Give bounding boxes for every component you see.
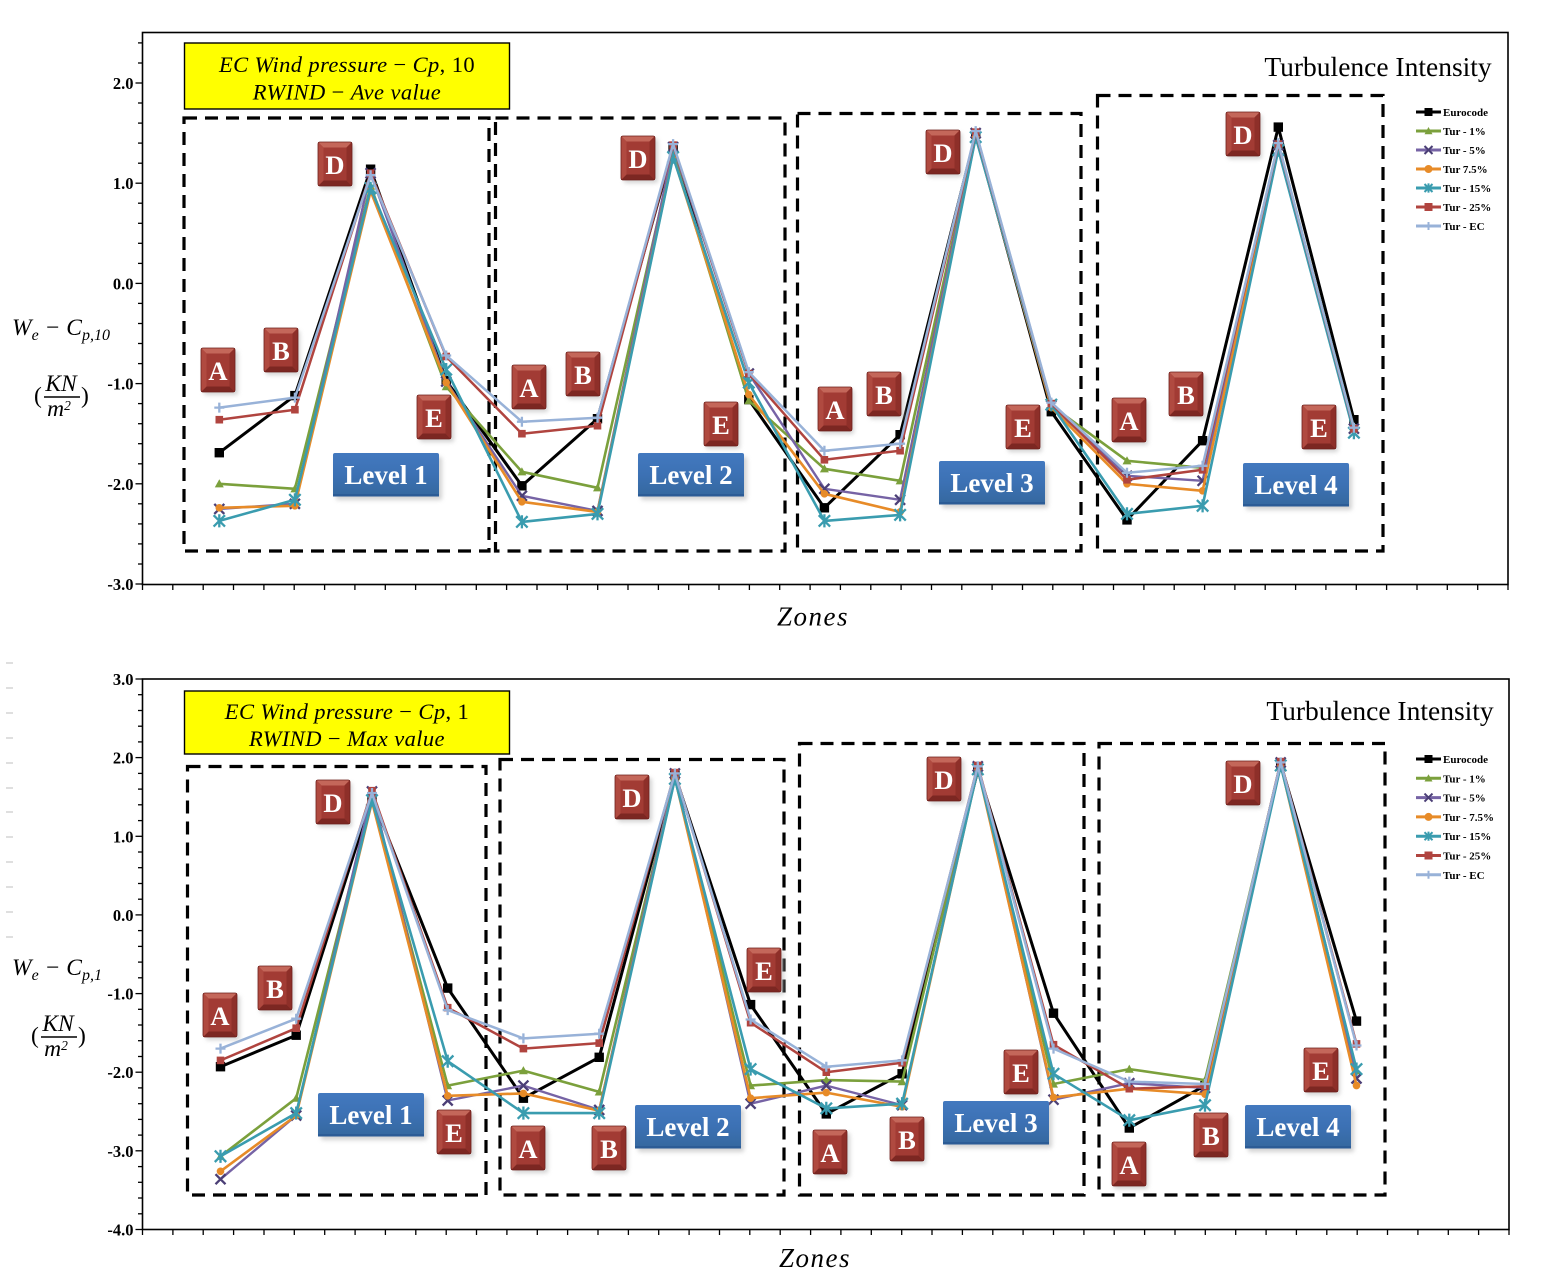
svg-text:KN: KN [41,1011,75,1037]
svg-text:-1.0: -1.0 [107,985,133,1004]
svg-text:E: E [712,410,730,440]
svg-text:E: E [425,403,443,433]
svg-text:-2.0: -2.0 [107,475,133,494]
svg-text:Turbulence Intensity: Turbulence Intensity [1264,51,1492,82]
svg-text:Level 4: Level 4 [1254,470,1337,500]
svg-text:(: ( [34,383,42,409]
svg-text:Tur - 1%: Tur - 1% [1443,773,1486,785]
svg-text:B: B [600,1134,618,1164]
svg-text:A: A [820,1138,839,1168]
svg-text:Level 4: Level 4 [1256,1112,1339,1142]
svg-text:Tur - EC: Tur - EC [1443,870,1485,882]
svg-text:D: D [933,138,952,168]
svg-text:D: D [622,783,641,813]
svg-text:B: B [875,380,893,410]
svg-text:A: A [825,395,844,425]
svg-text:A: A [518,1134,537,1164]
svg-text:D: D [323,788,342,818]
svg-text:B: B [898,1125,916,1155]
svg-text:RWIND − Ave value: RWIND − Ave value [252,80,441,105]
svg-text:Tur - 25%: Tur - 25% [1443,202,1491,214]
svg-text:Level 3: Level 3 [950,468,1033,498]
svg-text:-2.0: -2.0 [107,1063,133,1082]
svg-text:Level 1: Level 1 [344,460,427,490]
svg-text:-4.0: -4.0 [107,1221,133,1240]
svg-text:Eurocode: Eurocode [1443,107,1488,119]
svg-text:Level 3: Level 3 [954,1108,1037,1138]
svg-text:Tur - 15%: Tur - 15% [1443,831,1491,843]
svg-text:A: A [210,1001,229,1031]
svg-text:A: A [208,356,227,386]
svg-text:Level 2: Level 2 [649,460,732,490]
svg-text:1.0: 1.0 [113,827,134,846]
svg-text:Eurocode: Eurocode [1443,754,1488,766]
svg-text:(: ( [31,1023,39,1049]
svg-text:Turbulence Intensity: Turbulence Intensity [1266,695,1494,726]
svg-text:A: A [519,373,538,403]
svg-text:B: B [266,974,284,1004]
svg-text:E: E [1312,1056,1330,1086]
svg-text:): ) [81,383,89,409]
svg-text:Tur - 15%: Tur - 15% [1443,183,1491,195]
svg-text:RWIND − Max value: RWIND − Max value [248,726,445,751]
svg-text:0.0: 0.0 [113,906,134,925]
svg-text:E: E [1310,413,1328,443]
svg-text:-1.0: -1.0 [107,375,133,394]
svg-text:E: E [755,956,773,986]
svg-text:0.0: 0.0 [113,274,134,293]
svg-text:B: B [272,336,290,366]
svg-text:Tur - 1%: Tur - 1% [1443,126,1486,138]
svg-text:B: B [574,360,592,390]
svg-text:B: B [1177,380,1195,410]
svg-text:A: A [1119,406,1138,436]
svg-text:Tur - EC: Tur - EC [1443,221,1485,233]
svg-text:Tur 7.5%: Tur 7.5% [1443,164,1488,176]
svg-text:3.0: 3.0 [113,670,134,689]
svg-text:2.0: 2.0 [113,749,134,768]
svg-text:D: D [1233,120,1252,150]
svg-text:-3.0: -3.0 [107,1142,133,1161]
svg-text:Level 2: Level 2 [646,1112,729,1142]
svg-text:E: E [445,1118,463,1148]
svg-text:D: D [325,150,344,180]
svg-text:EC Wind pressure − Cp, 10: EC Wind pressure − Cp, 10 [218,52,475,77]
svg-text:Zones: Zones [777,602,849,632]
svg-text:KN: KN [44,371,78,397]
svg-text:D: D [934,765,953,795]
svg-text:Tur - 5%: Tur - 5% [1443,793,1486,805]
svg-text:D: D [628,144,647,174]
svg-text:A: A [1119,1150,1138,1180]
svg-text:D: D [1233,769,1252,799]
svg-text:EC Wind pressure − Cp, 1: EC Wind pressure − Cp, 1 [224,699,469,724]
svg-text:2.0: 2.0 [113,74,134,93]
svg-text:-3.0: -3.0 [107,575,133,594]
svg-text:E: E [1012,1058,1030,1088]
svg-text:Zones: Zones [779,1243,851,1273]
svg-text:Tur - 7.5%: Tur - 7.5% [1443,812,1494,824]
svg-text:Tur - 25%: Tur - 25% [1443,851,1491,863]
svg-text:1.0: 1.0 [113,174,134,193]
svg-text:Tur - 5%: Tur - 5% [1443,145,1486,157]
svg-text:B: B [1202,1121,1220,1151]
svg-text:Level 1: Level 1 [329,1100,412,1130]
svg-text:E: E [1014,413,1032,443]
svg-text:): ) [78,1023,86,1049]
